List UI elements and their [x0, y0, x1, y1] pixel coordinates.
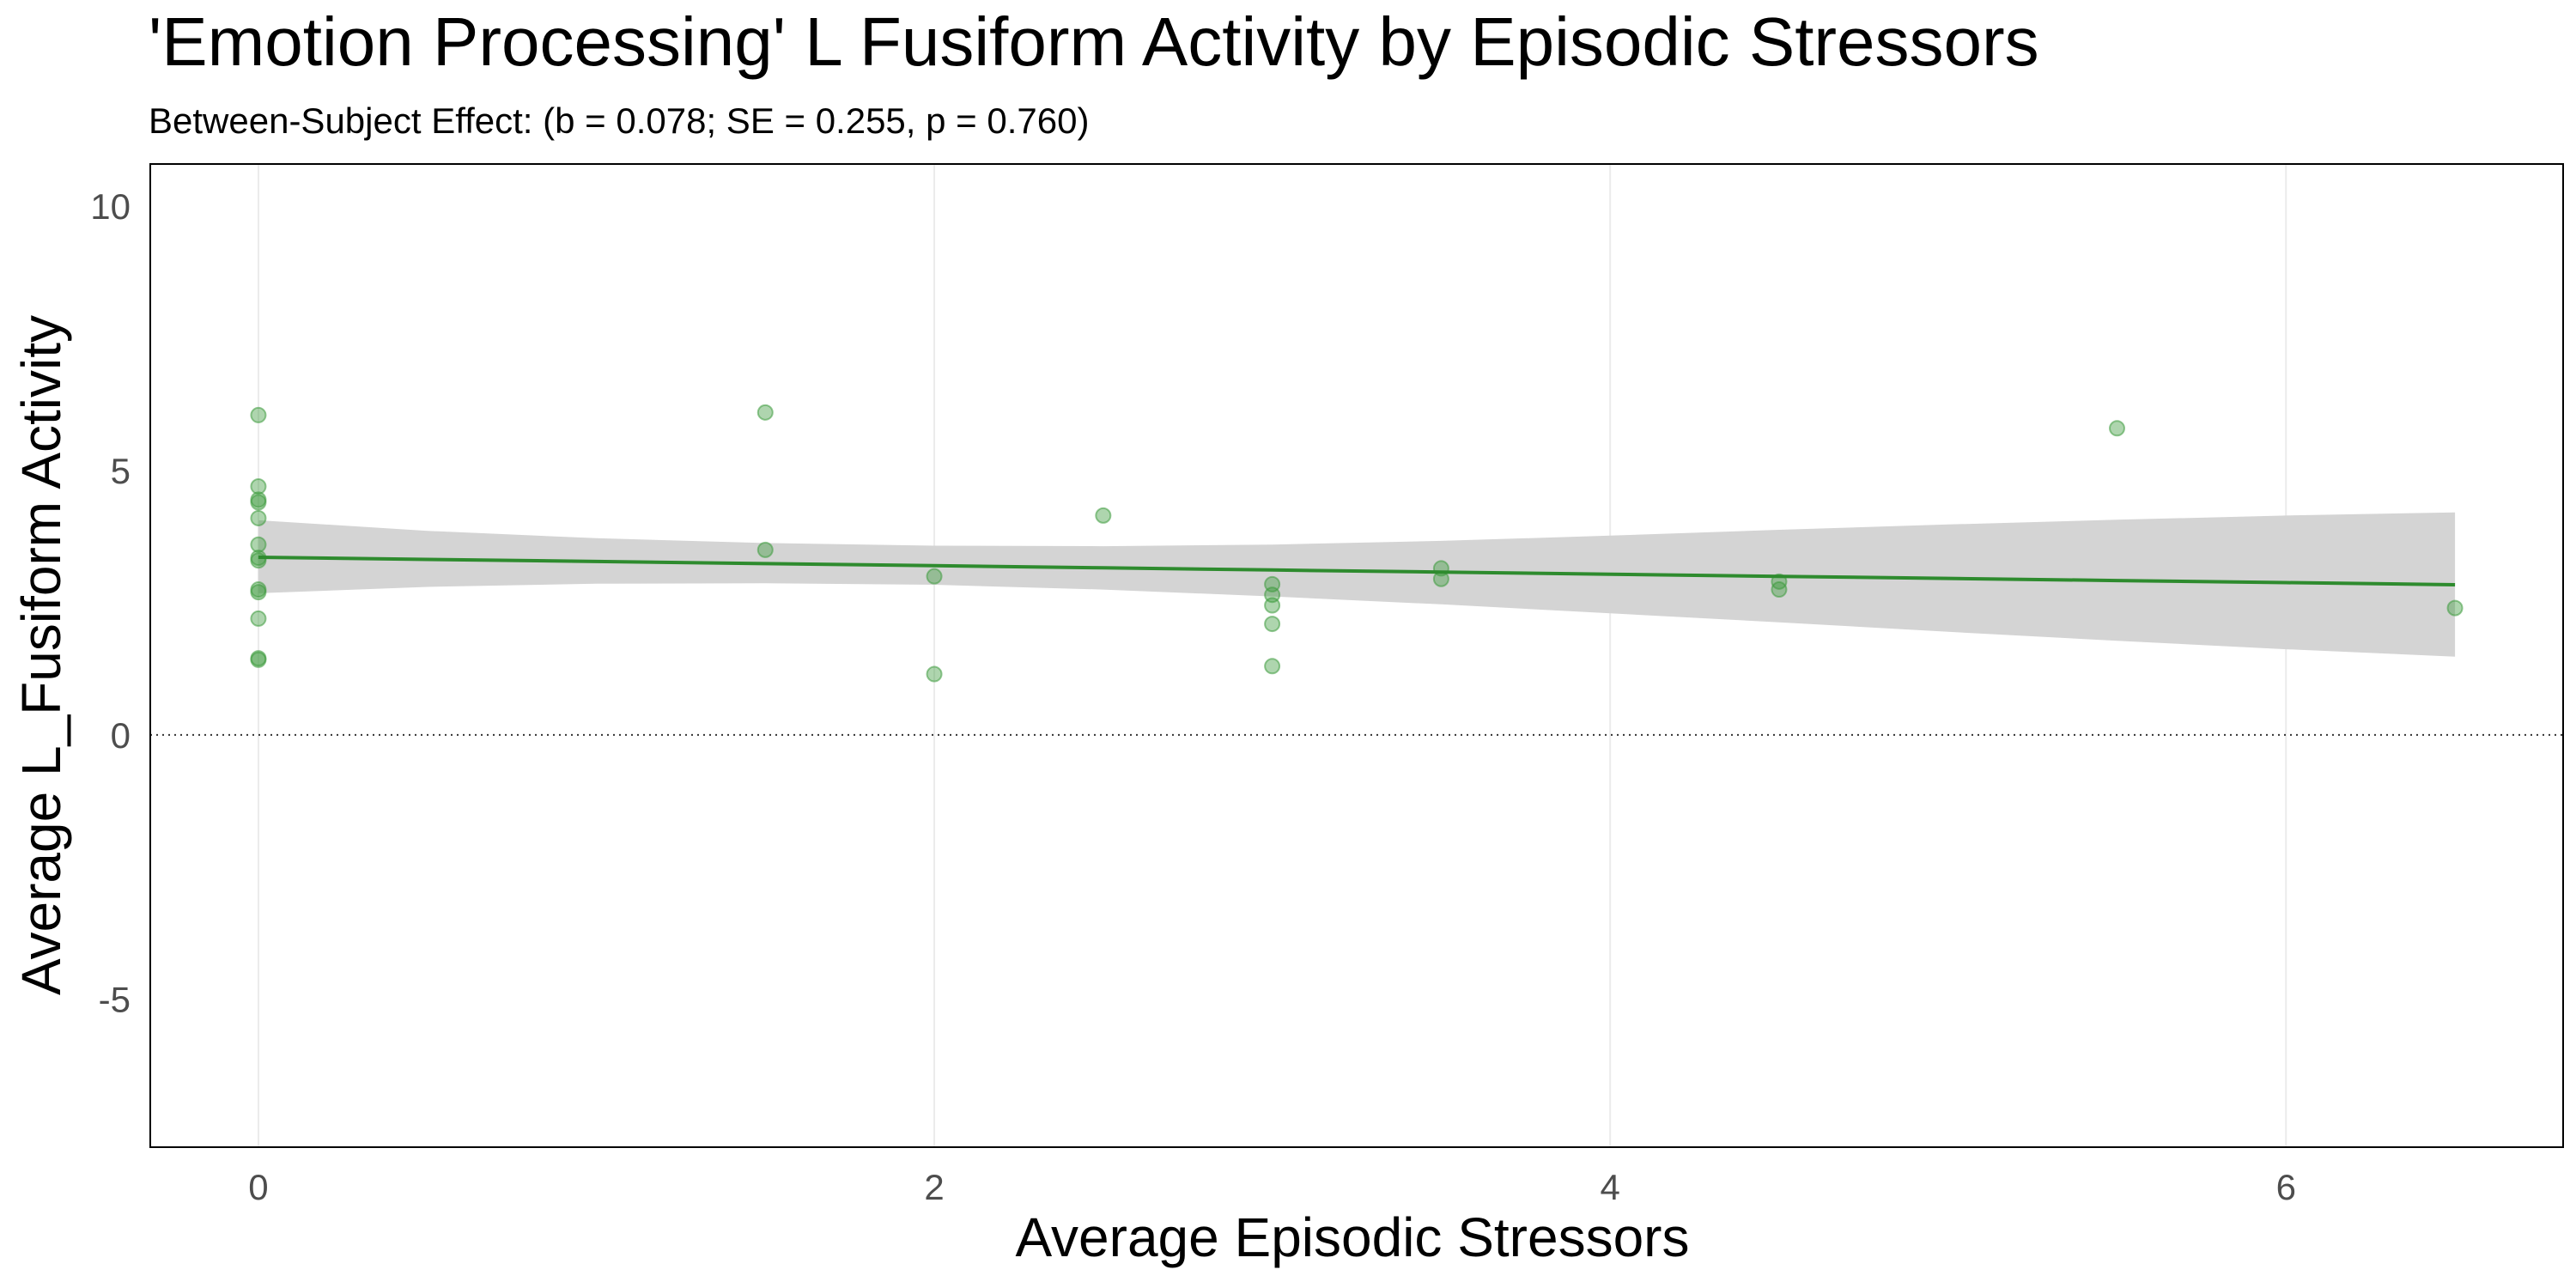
data-point: [250, 651, 267, 668]
x-tick-label: 0: [248, 1167, 268, 1207]
data-point: [1771, 581, 1788, 598]
plot-area: [149, 163, 2564, 1148]
data-point: [756, 541, 774, 558]
y-tick-label: -5: [99, 980, 131, 1020]
data-point: [1264, 616, 1281, 633]
plot-border: [149, 163, 2564, 1148]
chart-subtitle: Between-Subject Effect: (b = 0.078; SE =…: [149, 100, 1089, 141]
x-tick-label: 2: [924, 1167, 944, 1207]
data-point: [756, 404, 774, 421]
data-point: [250, 494, 267, 511]
data-point: [2109, 420, 2126, 437]
data-point: [250, 610, 267, 627]
data-point: [250, 509, 267, 526]
y-axis-title: Average L_Fusiform Activity: [10, 315, 72, 995]
y-tick-label: 5: [111, 451, 131, 491]
data-point: [1264, 597, 1281, 614]
data-point: [250, 584, 267, 601]
data-point: [1095, 507, 1112, 524]
x-tick-label: 6: [2276, 1167, 2296, 1207]
x-axis-ticks: 0 2 4 6: [248, 1167, 2296, 1207]
x-axis-title: Average Episodic Stressors: [1016, 1206, 1690, 1268]
data-point: [1432, 570, 1449, 587]
x-tick-label: 4: [1600, 1167, 1619, 1207]
y-tick-label: 10: [90, 186, 131, 227]
data-point: [250, 536, 267, 553]
data-point: [2446, 599, 2464, 617]
data-point: [926, 568, 943, 585]
data-point: [250, 552, 267, 569]
data-point: [1264, 658, 1281, 675]
data-point: [926, 665, 943, 683]
y-tick-label: 0: [111, 715, 131, 756]
y-axis-ticks: -5 0 5 10: [90, 186, 131, 1019]
chart-title: 'Emotion Processing' L Fusiform Activity…: [149, 3, 2039, 80]
data-point: [250, 406, 267, 423]
data-point: [250, 478, 267, 495]
confidence-band: [258, 512, 2456, 657]
regression-line: [258, 556, 2456, 586]
